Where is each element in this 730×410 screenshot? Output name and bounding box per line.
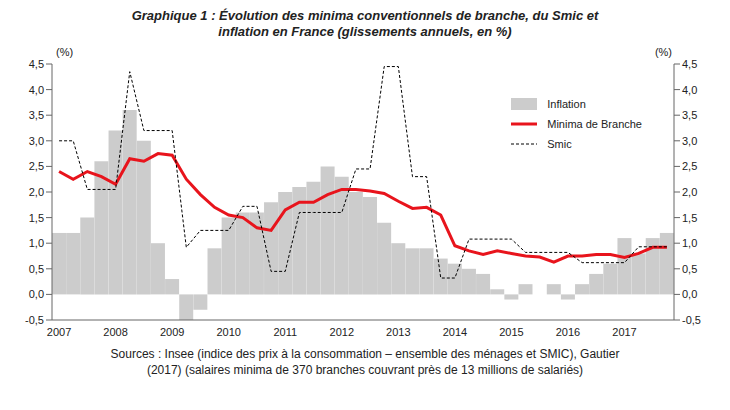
svg-text:-0,5: -0,5 [25,314,44,326]
svg-text:2008: 2008 [103,326,127,338]
svg-text:2,0: 2,0 [29,186,44,198]
svg-text:0,0: 0,0 [29,288,44,300]
svg-text:3,5: 3,5 [29,109,44,121]
svg-text:1,5: 1,5 [682,212,697,224]
svg-text:1,5: 1,5 [29,212,44,224]
svg-text:2014: 2014 [443,326,467,338]
svg-text:2013: 2013 [386,326,410,338]
html-text:Sources : Insee (indice des pr: Sources : Insee (indice des prix à la co… [110,347,620,377]
svg-text:2010: 2010 [216,326,240,338]
svg-text:4,0: 4,0 [682,84,697,96]
svg-text:2012: 2012 [330,326,354,338]
html-text:Inflation: Inflation [547,98,586,110]
svg-text:3,5: 3,5 [682,109,697,121]
svg-text:2017: 2017 [612,326,636,338]
svg-text:4,5: 4,5 [29,58,44,70]
svg-text:2,0: 2,0 [682,186,697,198]
svg-text:3,0: 3,0 [29,135,44,147]
svg-text:2,5: 2,5 [682,160,697,172]
svg-text:4,5: 4,5 [682,58,697,70]
svg-text:2016: 2016 [556,326,580,338]
svg-text:2,5: 2,5 [29,160,44,172]
svg-text:2009: 2009 [160,326,184,338]
svg-text:0,5: 0,5 [29,263,44,275]
svg-text:2011: 2011 [273,326,297,338]
svg-text:0,0: 0,0 [682,288,697,300]
html-text:Minima de Branche: Minima de Branche [547,118,642,130]
svg-text:0,5: 0,5 [682,263,697,275]
svg-text:2007: 2007 [47,326,71,338]
svg-text:1,0: 1,0 [29,237,44,249]
svg-text:1,0: 1,0 [682,237,697,249]
svg-text:4,0: 4,0 [29,84,44,96]
html-text:Graphique 1 : Évolution des mi: Graphique 1 : Évolution des minima conve… [131,8,599,39]
svg-text:-0,5: -0,5 [682,314,701,326]
svg-text:3,0: 3,0 [682,135,697,147]
html-text:Smic: Smic [547,138,572,150]
svg-text:2015: 2015 [499,326,523,338]
